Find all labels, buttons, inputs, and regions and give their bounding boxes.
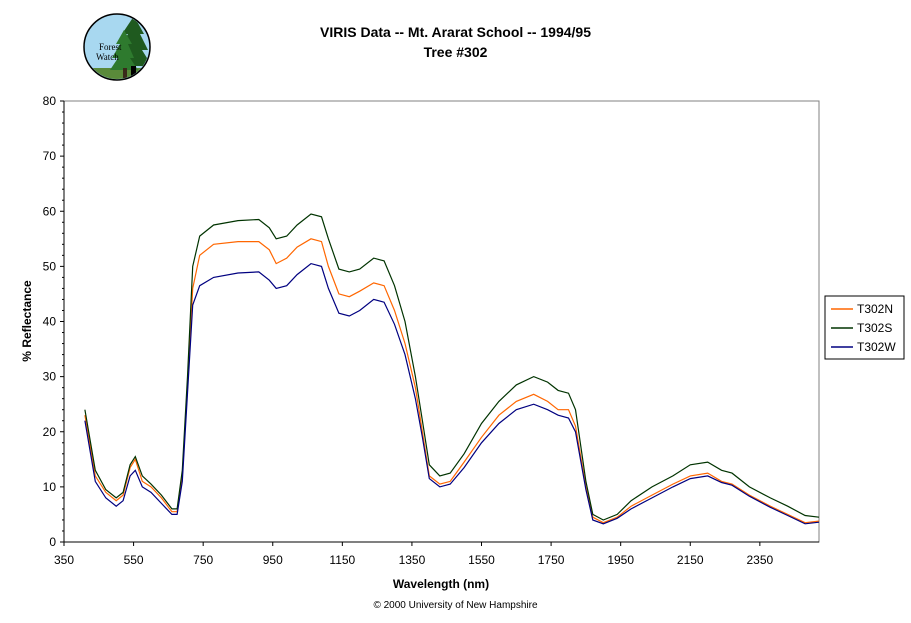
- series-line-t302s: [84, 213, 820, 521]
- x-tick-label: 2150: [677, 553, 704, 567]
- x-axis-label: Wavelength (nm): [393, 577, 489, 591]
- y-tick-label: 40: [43, 315, 57, 329]
- y-tick-label: 10: [43, 480, 57, 494]
- x-tick-label: 1350: [399, 553, 426, 567]
- x-tick-label: 1550: [468, 553, 495, 567]
- legend-label-t302s: T302S: [857, 321, 892, 335]
- forest-watch-logo: Forest Watch: [82, 12, 152, 82]
- x-tick-label: 1950: [607, 553, 634, 567]
- svg-text:Forest: Forest: [99, 42, 122, 52]
- y-axis-label: % Reflectance: [20, 280, 34, 362]
- y-tick-label: 50: [43, 259, 57, 273]
- y-tick-label: 80: [43, 94, 57, 108]
- chart-title: VIRIS Data -- Mt. Ararat School -- 1994/…: [320, 24, 591, 40]
- chart-subtitle: Tree #302: [423, 44, 488, 60]
- y-tick-label: 70: [43, 149, 57, 163]
- x-tick-label: 750: [193, 553, 213, 567]
- y-tick-label: 20: [43, 425, 57, 439]
- series-line-t302n: [84, 238, 820, 524]
- copyright-text: © 2000 University of New Hampshire: [373, 600, 538, 611]
- svg-text:Watch: Watch: [96, 52, 119, 62]
- legend-label-t302w: T302W: [857, 340, 896, 354]
- x-tick-label: 1150: [329, 553, 355, 567]
- y-tick-label: 30: [43, 370, 57, 384]
- x-tick-label: 550: [124, 553, 144, 567]
- y-tick-label: 0: [49, 535, 56, 549]
- legend-label-t302n: T302N: [857, 302, 893, 316]
- y-tick-label: 60: [43, 204, 57, 218]
- x-tick-label: 1750: [538, 553, 565, 567]
- series-line-t302w: [84, 262, 820, 525]
- legend: T302N T302S T302W: [824, 295, 905, 360]
- x-tick-label: 350: [54, 553, 74, 567]
- x-tick-label: 950: [263, 553, 283, 567]
- x-tick-label: 2350: [747, 553, 774, 567]
